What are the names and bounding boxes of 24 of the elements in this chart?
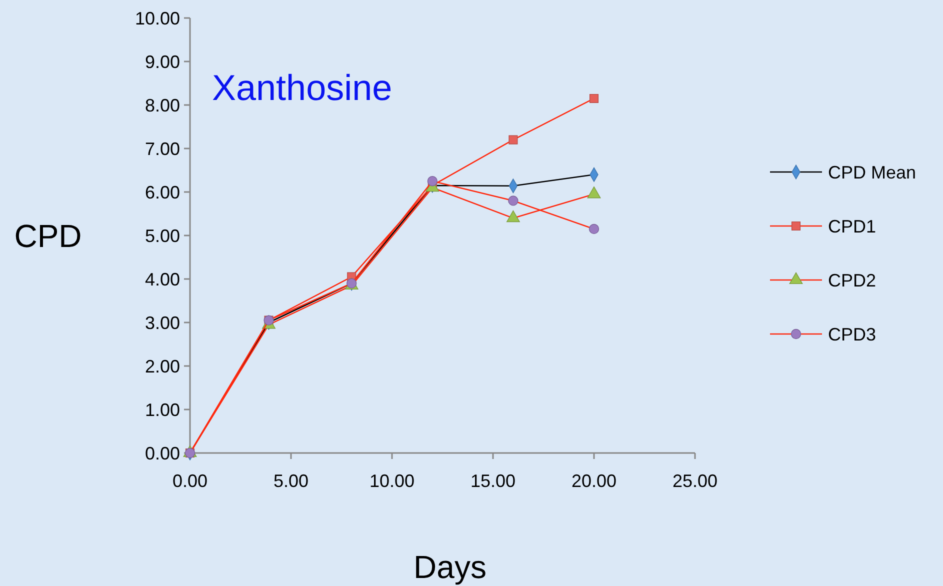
y-tick-label: 10.00 <box>134 8 180 28</box>
x-tick-label: 0.00 <box>172 471 208 491</box>
x-tick-label: 25.00 <box>672 471 718 491</box>
legend-label: CPD Mean <box>828 162 916 182</box>
y-tick-label: 0.00 <box>144 443 180 464</box>
x-tick-label: 10.00 <box>369 471 415 491</box>
y-tick-label: 8.00 <box>144 95 180 116</box>
x-tick-label: 5.00 <box>273 471 309 491</box>
legend-label: CPD3 <box>828 324 876 344</box>
y-tick-label: 9.00 <box>144 52 180 72</box>
x-axis-title: Days <box>414 549 486 585</box>
text: Xanthosine <box>212 67 392 108</box>
legend-label: CPD1 <box>828 216 876 236</box>
y-tick-label: 4.00 <box>144 269 180 290</box>
legend-label: CPD2 <box>828 270 876 290</box>
y-tick-label: 1.00 <box>144 400 180 420</box>
y-tick-label: 2.00 <box>144 356 180 376</box>
y-tick-label: 5.00 <box>144 226 180 246</box>
y-axis-title: CPD <box>14 218 82 254</box>
y-tick-label: 7.00 <box>144 138 180 159</box>
y-tick-label: 6.00 <box>144 182 180 202</box>
y-tick-label: 3.00 <box>144 312 180 333</box>
x-tick-label: 15.00 <box>470 471 516 491</box>
x-tick-label: 20.00 <box>571 471 617 491</box>
